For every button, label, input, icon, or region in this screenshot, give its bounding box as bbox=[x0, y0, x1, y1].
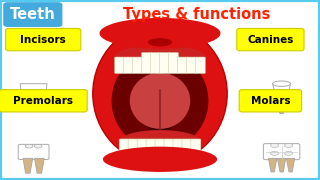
Polygon shape bbox=[277, 158, 286, 172]
Ellipse shape bbox=[25, 144, 33, 148]
Ellipse shape bbox=[284, 151, 293, 155]
FancyBboxPatch shape bbox=[119, 139, 129, 154]
Ellipse shape bbox=[93, 23, 227, 164]
Text: Canines: Canines bbox=[247, 35, 293, 45]
Polygon shape bbox=[23, 158, 33, 173]
Ellipse shape bbox=[120, 130, 200, 152]
Text: Molars: Molars bbox=[251, 96, 290, 106]
Ellipse shape bbox=[270, 143, 279, 147]
FancyBboxPatch shape bbox=[191, 139, 201, 154]
Ellipse shape bbox=[34, 144, 42, 148]
Ellipse shape bbox=[140, 92, 180, 131]
Ellipse shape bbox=[130, 73, 190, 129]
FancyBboxPatch shape bbox=[155, 139, 165, 154]
FancyBboxPatch shape bbox=[18, 144, 49, 159]
FancyBboxPatch shape bbox=[195, 57, 205, 73]
FancyBboxPatch shape bbox=[177, 57, 188, 73]
FancyBboxPatch shape bbox=[173, 139, 183, 154]
Polygon shape bbox=[268, 158, 277, 172]
FancyBboxPatch shape bbox=[263, 144, 300, 160]
Text: Premolars: Premolars bbox=[13, 96, 73, 106]
Polygon shape bbox=[286, 158, 295, 172]
FancyBboxPatch shape bbox=[6, 28, 81, 51]
FancyBboxPatch shape bbox=[160, 53, 170, 73]
Ellipse shape bbox=[114, 45, 206, 70]
Polygon shape bbox=[20, 84, 47, 94]
FancyBboxPatch shape bbox=[115, 57, 124, 73]
Ellipse shape bbox=[273, 81, 291, 86]
Ellipse shape bbox=[112, 52, 208, 150]
Ellipse shape bbox=[148, 38, 172, 46]
Polygon shape bbox=[35, 158, 44, 173]
FancyBboxPatch shape bbox=[132, 57, 143, 73]
FancyBboxPatch shape bbox=[151, 53, 160, 73]
Polygon shape bbox=[276, 94, 287, 113]
Text: Teeth: Teeth bbox=[10, 7, 56, 22]
FancyBboxPatch shape bbox=[237, 28, 304, 51]
Ellipse shape bbox=[100, 18, 220, 49]
FancyBboxPatch shape bbox=[137, 139, 147, 154]
FancyBboxPatch shape bbox=[164, 139, 174, 154]
FancyBboxPatch shape bbox=[3, 2, 62, 27]
Text: Types & functions: Types & functions bbox=[123, 7, 270, 22]
FancyBboxPatch shape bbox=[239, 90, 301, 112]
FancyBboxPatch shape bbox=[146, 139, 156, 154]
FancyBboxPatch shape bbox=[0, 90, 87, 112]
FancyBboxPatch shape bbox=[141, 53, 152, 73]
FancyBboxPatch shape bbox=[128, 139, 138, 154]
Ellipse shape bbox=[284, 143, 293, 147]
FancyBboxPatch shape bbox=[182, 139, 192, 154]
FancyBboxPatch shape bbox=[168, 53, 179, 73]
Ellipse shape bbox=[103, 147, 217, 172]
FancyBboxPatch shape bbox=[124, 57, 134, 73]
Polygon shape bbox=[273, 84, 291, 99]
FancyBboxPatch shape bbox=[186, 57, 196, 73]
Ellipse shape bbox=[270, 151, 279, 155]
Text: Incisors: Incisors bbox=[20, 35, 66, 45]
Polygon shape bbox=[27, 94, 41, 111]
